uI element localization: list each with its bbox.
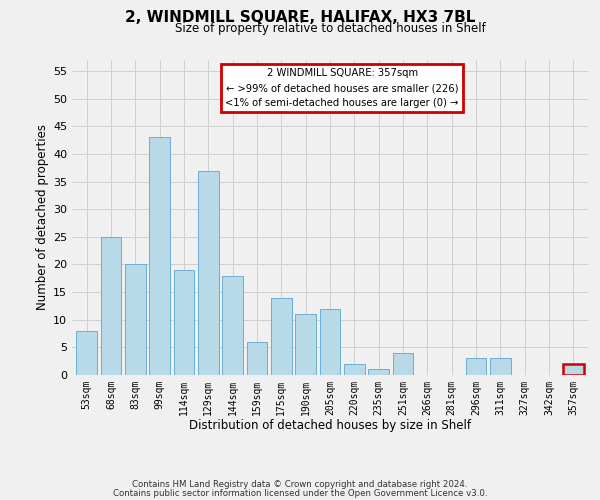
Text: Contains HM Land Registry data © Crown copyright and database right 2024.: Contains HM Land Registry data © Crown c… [132,480,468,489]
Bar [295,314,316,375]
Bar [222,276,243,375]
Bar [271,298,292,375]
Bar [149,138,170,375]
Bar [392,353,413,375]
Bar [563,364,584,375]
Text: 2 WINDMILL SQUARE: 357sqm
← >99% of detached houses are smaller (226)
<1% of sem: 2 WINDMILL SQUARE: 357sqm ← >99% of deta… [226,68,459,108]
Bar [466,358,487,375]
Bar [101,237,121,375]
Bar [173,270,194,375]
Title: Size of property relative to detached houses in Shelf: Size of property relative to detached ho… [175,22,485,35]
Y-axis label: Number of detached properties: Number of detached properties [36,124,49,310]
Bar [490,358,511,375]
Bar [198,170,218,375]
Text: Contains public sector information licensed under the Open Government Licence v3: Contains public sector information licen… [113,489,487,498]
Bar [368,370,389,375]
Bar [344,364,365,375]
Bar [247,342,268,375]
X-axis label: Distribution of detached houses by size in Shelf: Distribution of detached houses by size … [189,420,471,432]
Bar [76,331,97,375]
Bar [125,264,146,375]
Bar [320,308,340,375]
Text: 2, WINDMILL SQUARE, HALIFAX, HX3 7BL: 2, WINDMILL SQUARE, HALIFAX, HX3 7BL [125,10,475,25]
